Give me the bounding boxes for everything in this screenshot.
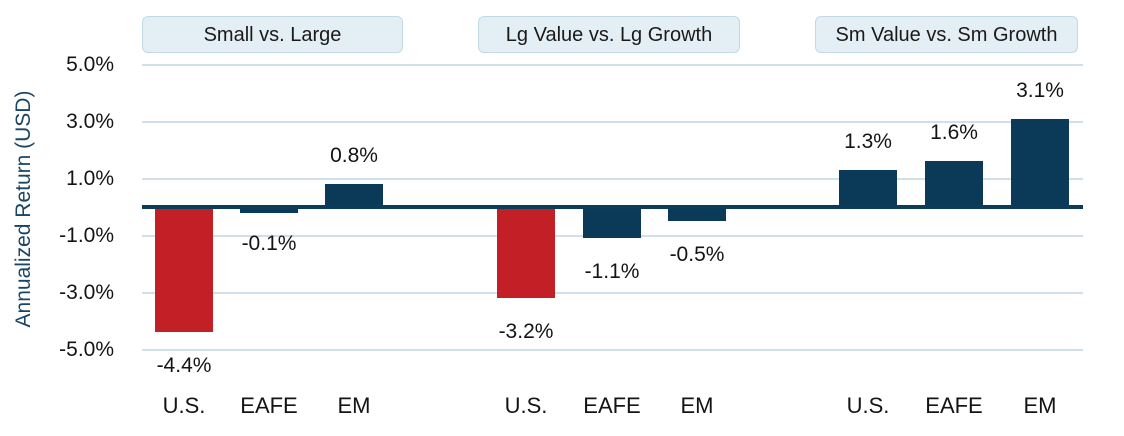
bar-value-label: 1.6% [930, 121, 978, 145]
bar-value-label: 0.8% [330, 144, 378, 168]
bar-value-label: -0.1% [241, 231, 297, 255]
y-tick-label: -3.0% [59, 280, 114, 304]
bar [325, 184, 383, 207]
category-label: U.S. [846, 393, 890, 418]
bar [839, 169, 897, 207]
y-tick-label: -1.0% [59, 223, 114, 247]
y-tick-label: 5.0% [66, 52, 114, 76]
bar-value-label: -1.1% [584, 260, 640, 284]
panel-title: Lg Value vs. Lg Growth [478, 16, 740, 53]
bar [1011, 118, 1069, 207]
gridline [142, 348, 1083, 351]
bar [497, 207, 555, 299]
gridline [142, 120, 1083, 123]
category-label: U.S. [504, 393, 548, 418]
bar [583, 207, 641, 239]
panel-title: Small vs. Large [142, 16, 403, 53]
category-label: EAFE [925, 393, 983, 418]
category-label: EM [680, 393, 714, 418]
bar [155, 207, 213, 333]
gridline [142, 63, 1083, 66]
bar-value-label: 3.1% [1016, 78, 1064, 102]
y-tick-label: 3.0% [66, 109, 114, 133]
panel-title: Sm Value vs. Sm Growth [815, 16, 1078, 53]
gridline [142, 291, 1083, 294]
bar-value-label: -0.5% [669, 243, 725, 267]
category-label: EM [1023, 393, 1057, 418]
zero-axis-line [142, 205, 1083, 209]
category-label: EAFE [583, 393, 641, 418]
category-label: EM [337, 393, 371, 418]
category-label: EAFE [240, 393, 298, 418]
y-tick-label: -5.0% [59, 337, 114, 361]
category-label: U.S. [162, 393, 206, 418]
bar [240, 207, 298, 213]
bar [925, 161, 983, 207]
bar-value-label: -3.2% [498, 320, 554, 344]
gridline [142, 177, 1083, 180]
y-axis-title: Annualized Return (USD) [12, 90, 35, 328]
y-tick-label: 1.0% [66, 166, 114, 190]
bar-value-label: -4.4% [156, 354, 212, 378]
bar-value-label: 1.3% [844, 129, 892, 153]
bar [668, 207, 726, 222]
